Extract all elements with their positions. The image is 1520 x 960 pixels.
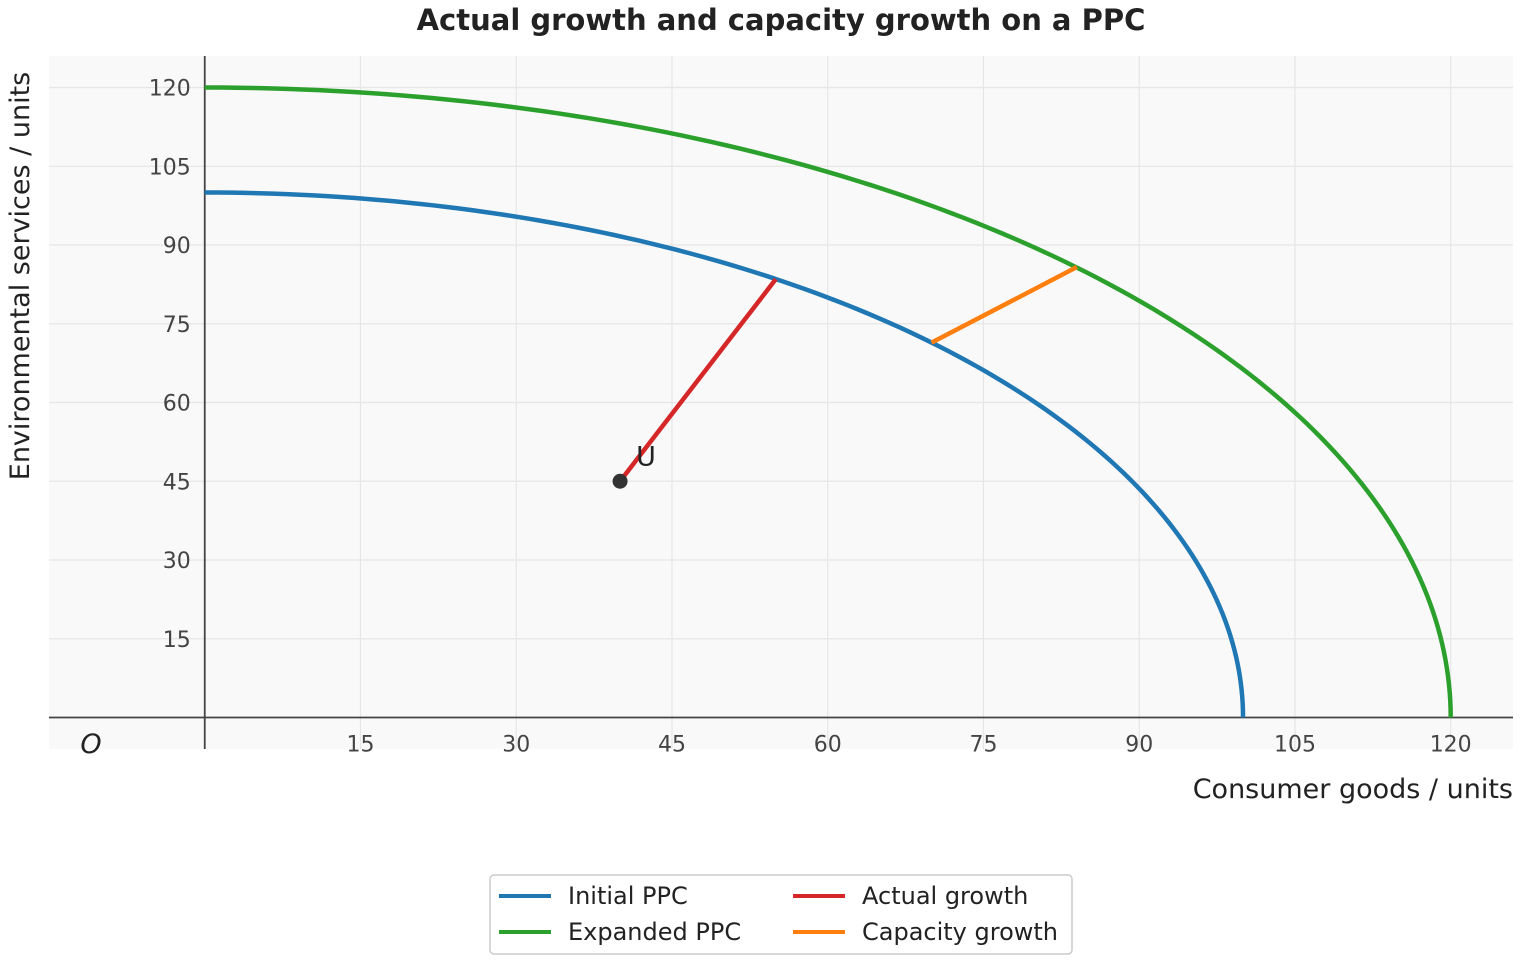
point-marker xyxy=(612,473,628,489)
y-tick-label: 120 xyxy=(149,77,191,102)
chart-title: Actual growth and capacity growth on a P… xyxy=(417,3,1146,37)
x-tick-label: 60 xyxy=(814,733,842,758)
axes xyxy=(49,56,1513,749)
legend-box xyxy=(489,874,1073,955)
series-line-initial-ppc xyxy=(204,190,1246,718)
y-tick-label: 105 xyxy=(149,155,191,180)
x-tick-label: 30 xyxy=(502,733,530,758)
y-tick-label: 75 xyxy=(163,313,191,338)
series-line-expanded-ppc xyxy=(204,85,1453,718)
y-tick-label: 45 xyxy=(163,470,191,495)
legend-label-initial-ppc: Initial PPC xyxy=(568,882,688,910)
x-tick-label: 15 xyxy=(346,733,374,758)
y-tick-label: 30 xyxy=(163,549,191,574)
x-axis-label: Consumer goods / units xyxy=(1193,774,1513,805)
x-tick-label: 45 xyxy=(658,733,686,758)
series-group xyxy=(204,85,1453,718)
grid-lines xyxy=(49,56,1513,749)
y-tick-label: 15 xyxy=(163,628,191,653)
point-label: U xyxy=(636,441,656,472)
legend-label-actual-growth: Actual growth xyxy=(862,882,1028,910)
x-tick-label: 120 xyxy=(1430,733,1472,758)
y-axis-label: Environmental services / units xyxy=(5,72,36,480)
points-group: U xyxy=(612,441,656,489)
y-tick-label: 60 xyxy=(163,392,191,417)
x-tick-label: 75 xyxy=(969,733,997,758)
origin-label: O xyxy=(80,729,101,760)
series-line-capacity-growth xyxy=(930,265,1078,345)
series-line-actual-growth xyxy=(618,277,778,483)
tick-labels: 15 30 45 60 75 90 105 120 15 30 45 60 75 90 105 120 xyxy=(149,77,1472,758)
x-tick-label: 90 xyxy=(1125,733,1153,758)
legend-label-capacity-growth: Capacity growth xyxy=(862,918,1058,946)
legend: Initial PPC Expanded PPC Actual growth C… xyxy=(489,874,1073,955)
legend-label-expanded-ppc: Expanded PPC xyxy=(568,918,741,946)
y-tick-label: 90 xyxy=(163,234,191,259)
x-tick-label: 105 xyxy=(1274,733,1316,758)
